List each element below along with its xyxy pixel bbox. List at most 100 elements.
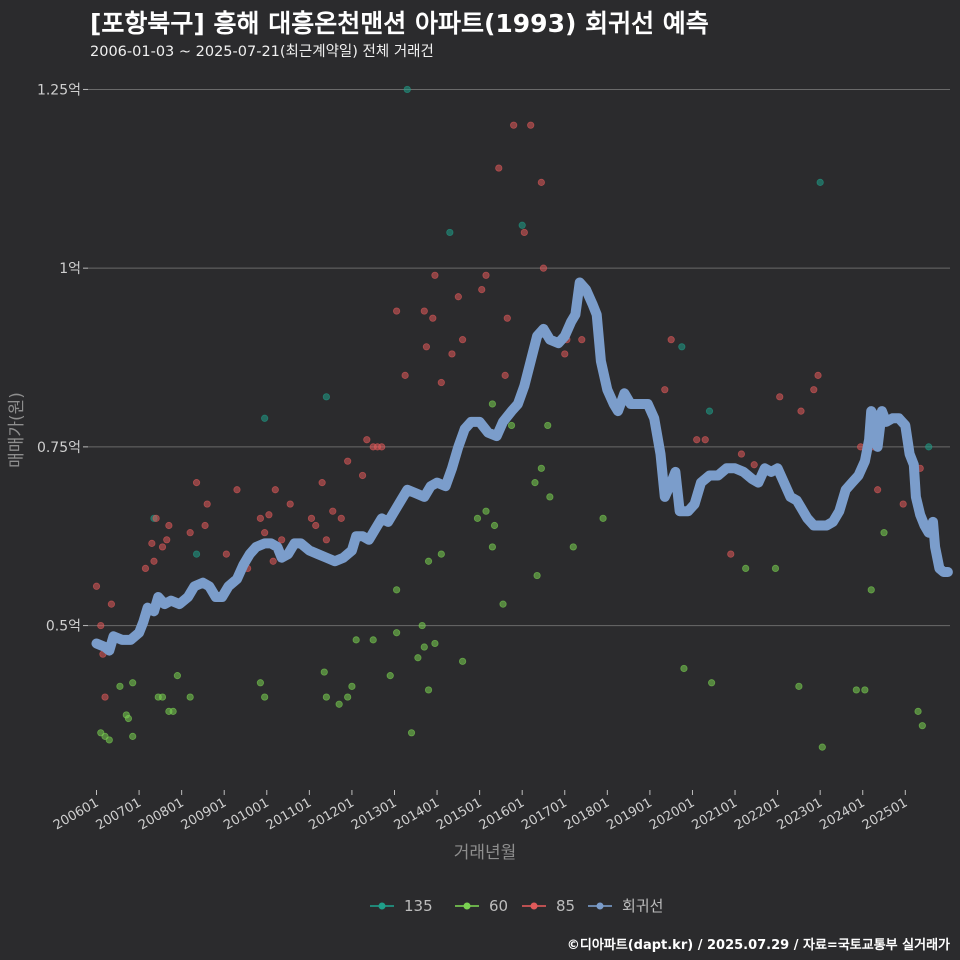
point-85 bbox=[693, 436, 701, 444]
point-85 bbox=[322, 536, 330, 544]
point-85 bbox=[92, 582, 101, 590]
point-85 bbox=[478, 286, 486, 294]
point-85 bbox=[448, 350, 456, 358]
x-axis-ticks: 2006012007012008012009012010012011012012… bbox=[51, 790, 910, 833]
point-60 bbox=[393, 629, 401, 637]
y-tick-label: 1.25억 bbox=[37, 82, 81, 98]
point-60 bbox=[173, 672, 181, 680]
legend-label: 60 bbox=[489, 897, 508, 915]
point-60 bbox=[256, 679, 264, 687]
point-60 bbox=[129, 732, 137, 740]
point-85 bbox=[797, 407, 805, 415]
x-tick-label: 201901 bbox=[604, 795, 654, 833]
point-85 bbox=[727, 550, 735, 558]
point-135 bbox=[518, 221, 526, 229]
point-60 bbox=[861, 686, 869, 694]
point-85 bbox=[458, 336, 467, 344]
point-85 bbox=[278, 536, 286, 544]
point-60 bbox=[393, 586, 401, 594]
x-tick-label: 200701 bbox=[94, 795, 144, 833]
x-tick-label: 202301 bbox=[775, 795, 825, 833]
point-60 bbox=[533, 571, 541, 580]
x-tick-label: 201401 bbox=[392, 795, 442, 833]
point-60 bbox=[414, 654, 422, 662]
point-85 bbox=[201, 521, 209, 530]
point-60 bbox=[531, 479, 539, 487]
legend-label: 85 bbox=[556, 897, 575, 915]
point-85 bbox=[422, 343, 431, 351]
point-60 bbox=[344, 693, 352, 701]
point-60 bbox=[482, 507, 490, 515]
point-60 bbox=[458, 657, 467, 665]
point-85 bbox=[454, 293, 462, 301]
point-60 bbox=[488, 400, 496, 408]
point-135 bbox=[705, 407, 714, 415]
point-85 bbox=[437, 378, 445, 387]
point-85 bbox=[97, 621, 105, 630]
point-85 bbox=[378, 443, 386, 451]
point-60 bbox=[918, 722, 926, 730]
x-tick-label: 202201 bbox=[732, 795, 782, 833]
x-tick-label: 200801 bbox=[136, 795, 186, 833]
point-135 bbox=[322, 393, 330, 401]
point-60 bbox=[490, 521, 499, 530]
point-85 bbox=[501, 371, 509, 379]
point-135 bbox=[403, 85, 411, 94]
point-85 bbox=[503, 314, 511, 322]
point-85 bbox=[337, 514, 345, 522]
point-60 bbox=[437, 550, 445, 558]
point-60 bbox=[352, 636, 360, 644]
point-85 bbox=[233, 486, 241, 494]
point-85 bbox=[256, 514, 264, 522]
point-60 bbox=[537, 464, 545, 472]
point-60 bbox=[407, 729, 416, 737]
point-60 bbox=[348, 682, 356, 690]
x-tick-label: 201301 bbox=[349, 795, 399, 833]
point-85 bbox=[286, 500, 294, 508]
point-60 bbox=[708, 679, 716, 687]
point-60 bbox=[499, 600, 507, 608]
point-60 bbox=[186, 693, 194, 701]
point-85 bbox=[186, 529, 194, 537]
point-135 bbox=[446, 228, 454, 237]
point-60 bbox=[507, 421, 516, 430]
point-85 bbox=[329, 507, 337, 515]
legend-item: 85 bbox=[522, 897, 575, 915]
point-60 bbox=[569, 543, 577, 551]
point-60 bbox=[914, 707, 922, 715]
y-axis-ticks: 0.5억 0.75억 1억 1.25억 bbox=[37, 82, 88, 635]
point-85 bbox=[527, 121, 535, 129]
point-85 bbox=[561, 350, 569, 358]
point-60 bbox=[369, 636, 377, 644]
x-tick-label: 200601 bbox=[51, 795, 101, 833]
point-85 bbox=[150, 557, 158, 565]
point-60 bbox=[473, 514, 482, 522]
point-60 bbox=[431, 639, 439, 648]
point-60 bbox=[680, 664, 688, 673]
point-85 bbox=[101, 693, 109, 701]
x-tick-label: 202101 bbox=[690, 795, 740, 833]
x-tick-label: 201601 bbox=[477, 795, 527, 833]
point-135 bbox=[678, 343, 686, 351]
point-85 bbox=[661, 386, 669, 394]
point-85 bbox=[222, 550, 230, 558]
point-60 bbox=[880, 529, 888, 537]
point-85 bbox=[520, 228, 528, 237]
point-85 bbox=[810, 386, 818, 394]
point-60 bbox=[116, 682, 124, 690]
point-60 bbox=[867, 586, 875, 594]
y-tick-label: 0.5억 bbox=[46, 619, 81, 635]
point-60 bbox=[771, 564, 780, 572]
x-tick-label: 201001 bbox=[221, 795, 271, 833]
point-85 bbox=[141, 564, 150, 572]
legend: 135 60 85 회귀선 bbox=[370, 897, 663, 915]
legend-label: 135 bbox=[404, 897, 433, 915]
x-tick-label: 201501 bbox=[434, 795, 484, 833]
legend-label: 회귀선 bbox=[622, 897, 663, 915]
point-60 bbox=[322, 693, 330, 701]
legend-item: 회귀선 bbox=[588, 897, 663, 915]
point-60 bbox=[105, 736, 113, 744]
point-85 bbox=[776, 393, 784, 401]
x-tick-label: 201201 bbox=[306, 795, 356, 833]
